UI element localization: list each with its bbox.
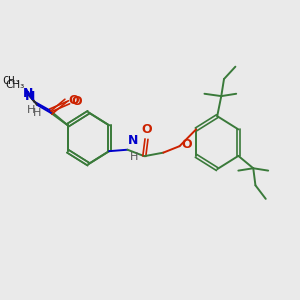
Text: O: O: [71, 95, 82, 108]
Text: O: O: [142, 123, 152, 136]
Text: CH₃: CH₃: [6, 80, 25, 90]
Text: H: H: [33, 108, 41, 118]
Text: N: N: [23, 87, 33, 100]
Text: H: H: [130, 152, 139, 162]
Text: N: N: [25, 91, 35, 103]
Text: N: N: [128, 134, 138, 147]
Text: O: O: [182, 139, 192, 152]
Text: H: H: [27, 105, 35, 115]
Text: CH₃: CH₃: [2, 76, 21, 86]
Text: O: O: [68, 94, 79, 107]
